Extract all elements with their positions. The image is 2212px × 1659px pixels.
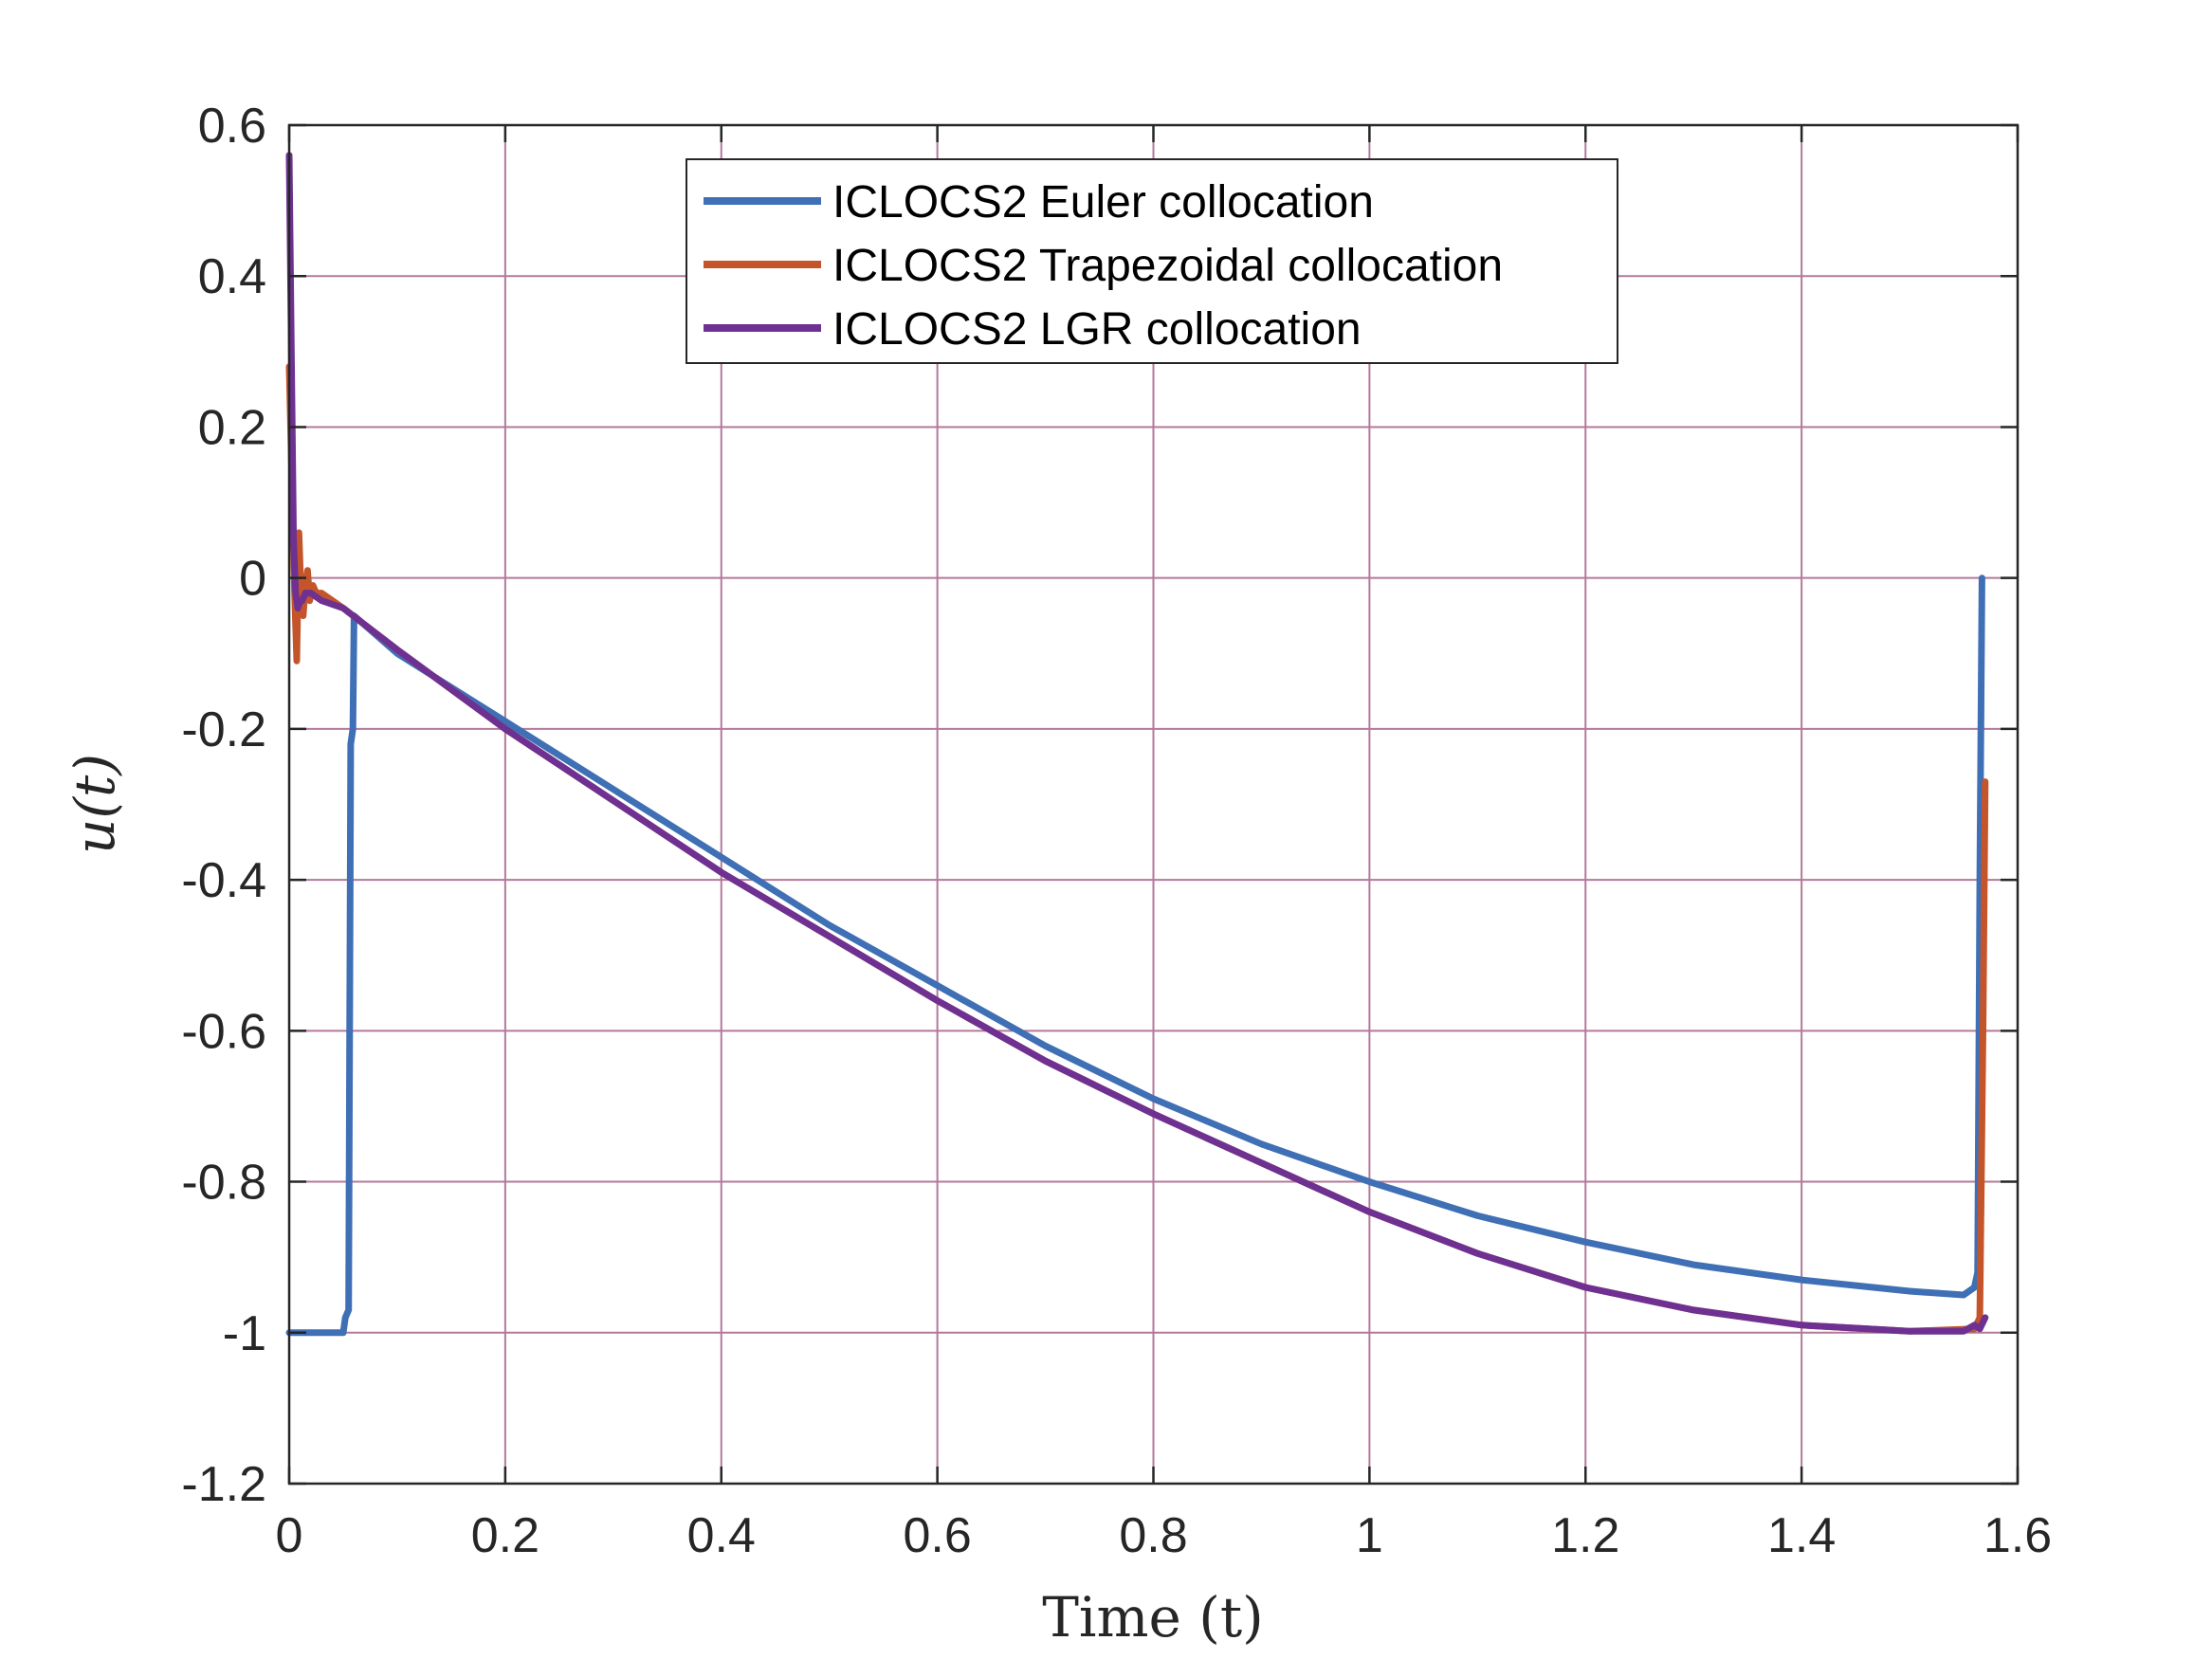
x-tick-label: 0 <box>276 1508 303 1563</box>
x-axis-ticks: 0 0.2 0.4 0.6 0.8 1 1.2 1.4 1.6 <box>276 125 2052 1563</box>
series-layer <box>285 152 1989 1337</box>
y-tick-label: -0.4 <box>181 853 266 908</box>
x-tick-label: 1.6 <box>1983 1508 2052 1563</box>
y-tick-label: -0.6 <box>181 1004 266 1059</box>
x-axis-title: Time (t) <box>1042 1585 1264 1650</box>
x-tick-label: 1.2 <box>1551 1508 1619 1563</box>
x-tick-label: 0.6 <box>903 1508 971 1563</box>
legend: ICLOCS2 Euler collocation ICLOCS2 Trapezo… <box>686 158 1618 364</box>
legend-label-3: ICLOCS2 LGR collocation <box>832 304 1362 355</box>
x-tick-label: 0.8 <box>1119 1508 1187 1563</box>
y-tick-label: 0.2 <box>198 400 266 455</box>
y-tick-label: 0.6 <box>198 99 266 154</box>
series-line-1 <box>285 574 1985 1337</box>
x-tick-label: 0.2 <box>471 1508 539 1563</box>
y-axis-ticks: 0.6 0.4 0.2 0 -0.2 -0.4 -0.6 -0.8 -1 -1.2 <box>181 99 2018 1512</box>
y-tick-label: -1 <box>223 1306 266 1361</box>
y-tick-label: -1.2 <box>181 1457 266 1512</box>
legend-label-1: ICLOCS2 Euler collocation <box>832 177 1374 228</box>
y-tick-label: -0.2 <box>181 702 266 757</box>
legend-box <box>686 158 1618 364</box>
x-tick-label: 0.4 <box>687 1508 756 1563</box>
series-line-3 <box>285 152 1989 1335</box>
y-tick-label: -0.8 <box>181 1156 266 1211</box>
y-tick-label: 0 <box>239 552 266 607</box>
x-tick-label: 1.4 <box>1767 1508 1836 1563</box>
x-tick-label: 1 <box>1356 1508 1383 1563</box>
y-tick-label: 0.4 <box>198 249 266 304</box>
legend-label-2: ICLOCS2 Trapezoidal collocation <box>832 241 1503 291</box>
y-axis-title: u(t) <box>63 754 127 854</box>
